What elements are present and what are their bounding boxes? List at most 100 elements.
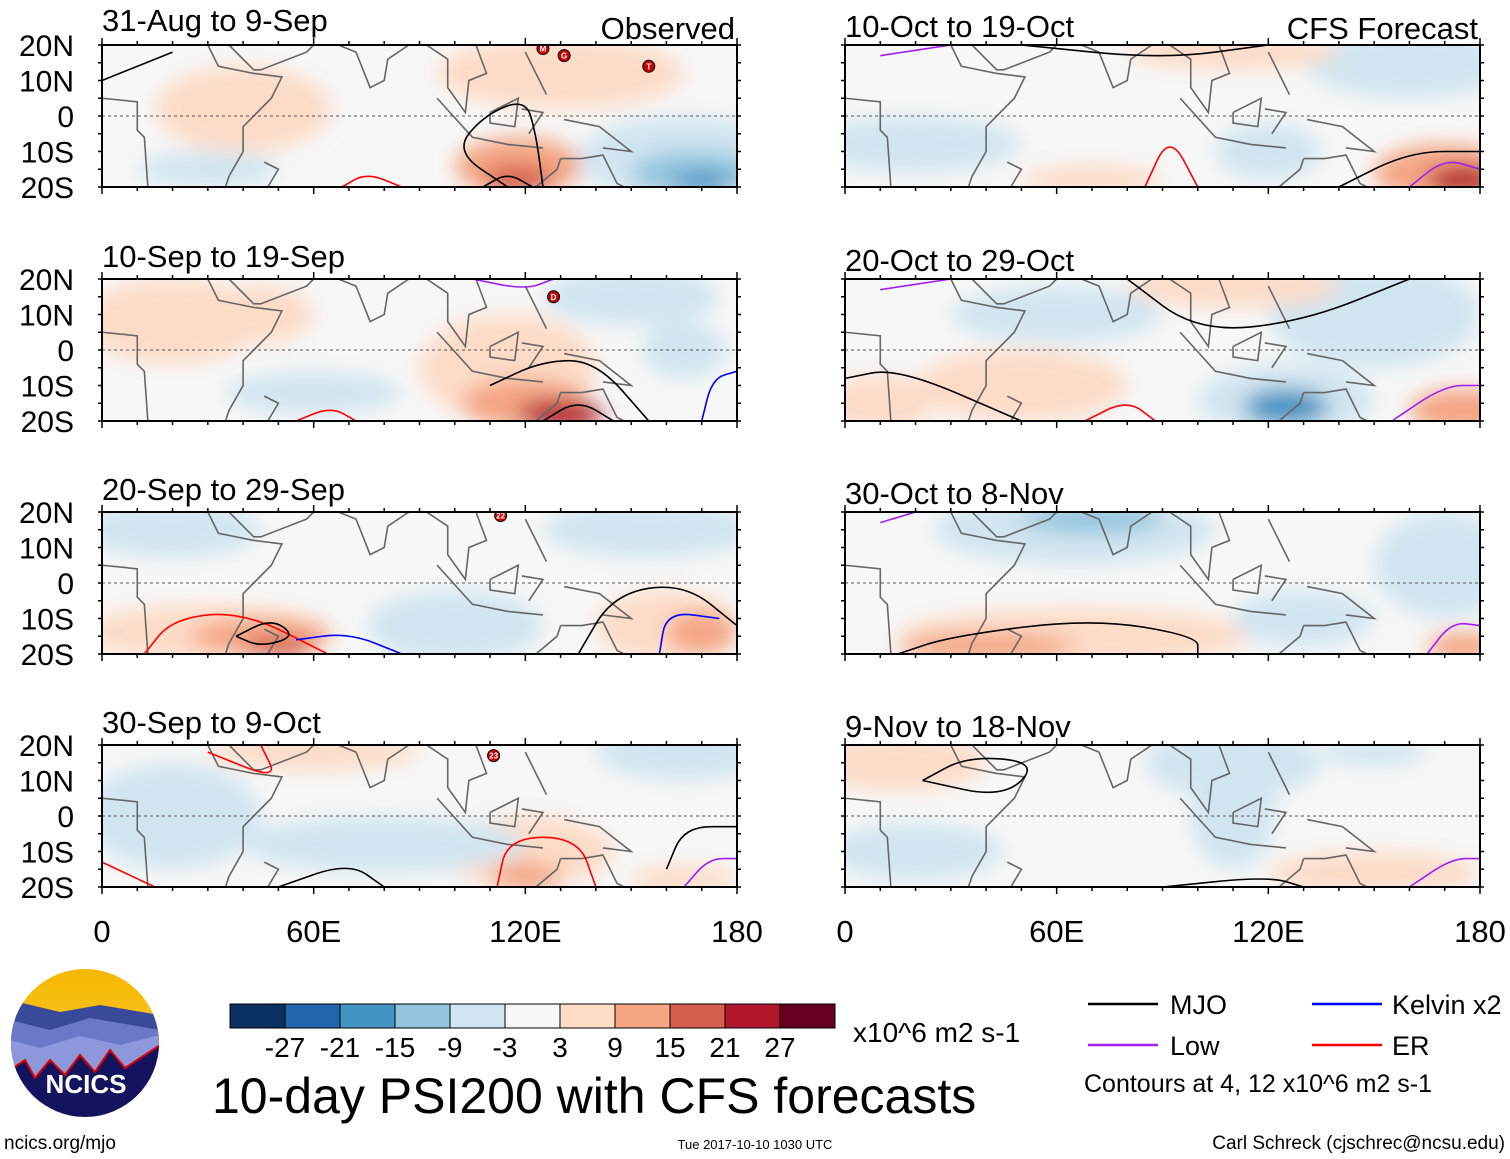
coastline <box>1169 512 1231 582</box>
lat-tick-label: 20N <box>19 264 74 297</box>
storm-marker: T <box>642 59 656 73</box>
panel-title: 10-Sep to 19-Sep <box>102 239 345 274</box>
coastline <box>102 97 149 187</box>
coastline <box>915 45 1027 187</box>
coastline <box>560 854 625 887</box>
legend-low: Low <box>1170 1031 1220 1061</box>
coastline <box>1267 751 1291 796</box>
contour-line <box>1426 622 1480 654</box>
anomaly-shading <box>1021 512 1163 534</box>
coastline <box>1179 564 1287 616</box>
anomaly-shading <box>595 745 737 781</box>
contour-line <box>295 634 403 654</box>
coastline <box>228 512 315 538</box>
anomaly-shading <box>542 279 720 326</box>
coastline <box>845 97 892 187</box>
coastline <box>489 563 520 595</box>
legend-mjo: MJO <box>1170 990 1227 1020</box>
lon-tick-label: 60E <box>1029 914 1084 949</box>
colorbar-swatch <box>339 1003 396 1029</box>
storm-marker: 23 <box>487 749 501 763</box>
coastline <box>172 279 284 421</box>
colorbar-swatch <box>724 1003 781 1029</box>
anomaly-shading <box>102 512 261 559</box>
panel-title: 30-Sep to 9-Oct <box>102 705 321 740</box>
coastline <box>1306 818 1377 853</box>
coastline <box>1264 575 1288 602</box>
column-header-forecast: CFS Forecast <box>1287 11 1479 46</box>
map-panel: 30-Oct to 8-Nov <box>841 476 1484 661</box>
colorbar-swatch <box>394 1003 451 1029</box>
storm-label: M <box>540 45 547 54</box>
contour-line <box>1408 857 1480 887</box>
coastline <box>489 330 520 362</box>
legend-er: ER <box>1392 1031 1430 1061</box>
lat-tick-label: 20S <box>21 872 74 905</box>
anomaly-shading <box>1321 745 1428 767</box>
coastline <box>524 51 548 96</box>
contour-line <box>1338 150 1480 187</box>
anomaly-shading <box>1233 590 1375 647</box>
map-panel: 20-Oct to 29-Oct <box>841 243 1484 428</box>
coastline <box>845 331 892 421</box>
colorbar-swatch <box>449 1003 506 1029</box>
anomaly-shading <box>543 512 737 559</box>
anomaly-shading <box>950 286 1163 343</box>
author: Carl Schreck (cjschrec@ncsu.edu) <box>1212 1133 1505 1154</box>
coastline <box>535 392 562 421</box>
contour-line <box>897 622 1199 654</box>
lat-tick-label: 10N <box>19 766 74 799</box>
anomaly-shading <box>1243 389 1329 421</box>
anomaly-shading <box>1268 279 1480 368</box>
anomaly-shading <box>207 286 314 343</box>
anomaly-shading <box>154 66 332 152</box>
coastline <box>102 797 149 887</box>
contour-line <box>496 836 597 887</box>
colorbar: -27 -21 -15 -9 -3 3 9 15 21 27 <box>229 1003 836 1063</box>
anomaly-shading <box>243 636 314 654</box>
storm-label: 22 <box>496 512 505 521</box>
coastline <box>436 797 544 849</box>
colorbar-label: 9 <box>607 1032 623 1063</box>
coastline <box>1081 45 1153 89</box>
contour-line <box>1144 146 1199 187</box>
storm-marker: 22 <box>494 512 508 523</box>
lat-tick-label: 0 <box>57 801 74 834</box>
lon-tick-label: 120E <box>1232 914 1304 949</box>
coastline <box>228 745 315 771</box>
site-link[interactable]: ncics.org/mjo <box>4 1133 116 1154</box>
coastline <box>524 518 548 563</box>
colorbar-label: 27 <box>764 1032 795 1063</box>
coastline <box>338 279 410 323</box>
coastline <box>338 512 410 556</box>
timestamp: Tue 2017-10-10 1030 UTC <box>678 1137 833 1152</box>
storm-label: 23 <box>489 752 498 761</box>
coastline <box>1006 161 1023 187</box>
lat-tick-label: 20S <box>21 639 74 672</box>
anomaly-shading <box>243 816 526 873</box>
coastline <box>524 285 548 330</box>
anomaly-shading <box>673 172 730 187</box>
anomaly-shading <box>1215 123 1322 180</box>
colorbar-swatch <box>559 1003 616 1029</box>
coastline <box>489 96 520 128</box>
panel-title: 10-Oct to 19-Oct <box>845 9 1075 44</box>
coastline <box>338 745 410 789</box>
coastline <box>1169 279 1231 349</box>
column-header-observed: Observed <box>601 11 735 46</box>
anomaly-shading <box>915 350 1128 421</box>
colorbar-label: -21 <box>320 1032 360 1063</box>
anomaly-shading <box>897 632 1075 654</box>
coastline <box>845 797 892 887</box>
contour-line <box>463 103 544 187</box>
colorbar-swatch <box>614 1003 671 1029</box>
coastline <box>1179 97 1287 149</box>
coastline <box>102 331 149 421</box>
contour-line <box>665 825 737 870</box>
coastline <box>1179 797 1287 849</box>
colorbar-label: -9 <box>438 1032 463 1063</box>
coastline <box>1232 330 1263 362</box>
lon-tick-label: 180 <box>1454 914 1506 949</box>
coastline <box>1267 51 1291 96</box>
